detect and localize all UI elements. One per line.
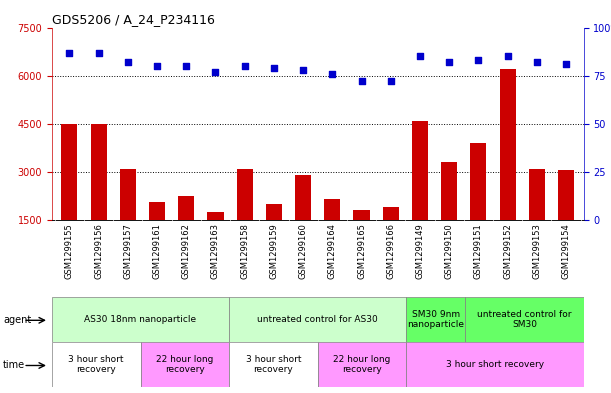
Bar xyxy=(120,169,136,268)
Bar xyxy=(406,342,584,387)
Point xyxy=(152,63,162,69)
Bar xyxy=(90,124,107,268)
Point xyxy=(474,57,483,63)
Point xyxy=(386,78,396,84)
Bar xyxy=(266,204,282,268)
Bar xyxy=(470,143,486,268)
Bar xyxy=(529,169,545,268)
Point xyxy=(211,69,221,75)
Point xyxy=(357,78,367,84)
Point xyxy=(532,59,542,65)
Bar xyxy=(208,212,224,268)
Text: 22 hour long
recovery: 22 hour long recovery xyxy=(334,355,390,374)
Text: AS30 18nm nanoparticle: AS30 18nm nanoparticle xyxy=(84,315,197,324)
Bar xyxy=(406,297,466,342)
Bar xyxy=(62,124,78,268)
Bar xyxy=(229,342,318,387)
Bar xyxy=(295,175,311,268)
Text: 3 hour short
recovery: 3 hour short recovery xyxy=(68,355,124,374)
Point xyxy=(444,59,454,65)
Bar xyxy=(52,342,141,387)
Point xyxy=(93,50,103,56)
Bar xyxy=(229,297,406,342)
Text: 3 hour short
recovery: 3 hour short recovery xyxy=(246,355,301,374)
Point xyxy=(327,71,337,77)
Text: GDS5206 / A_24_P234116: GDS5206 / A_24_P234116 xyxy=(52,13,215,26)
Bar xyxy=(141,342,229,387)
Point xyxy=(123,59,133,65)
Point xyxy=(503,53,513,59)
Bar xyxy=(500,69,516,268)
Bar xyxy=(441,162,457,268)
Bar xyxy=(178,196,194,268)
Text: time: time xyxy=(3,360,25,370)
Text: untreated control for AS30: untreated control for AS30 xyxy=(257,315,378,324)
Point xyxy=(298,67,308,73)
Point xyxy=(269,65,279,71)
Bar xyxy=(412,121,428,268)
Bar xyxy=(52,297,229,342)
Text: 22 hour long
recovery: 22 hour long recovery xyxy=(156,355,213,374)
Bar xyxy=(466,297,584,342)
Bar xyxy=(236,169,253,268)
Bar xyxy=(382,207,399,268)
Bar xyxy=(318,342,406,387)
Point xyxy=(181,63,191,69)
Point xyxy=(240,63,249,69)
Bar xyxy=(324,199,340,268)
Text: agent: agent xyxy=(3,314,31,325)
Bar xyxy=(354,211,370,268)
Point xyxy=(415,53,425,59)
Bar xyxy=(558,170,574,268)
Text: SM30 9nm
nanoparticle: SM30 9nm nanoparticle xyxy=(408,310,464,329)
Bar xyxy=(149,202,165,268)
Text: untreated control for
SM30: untreated control for SM30 xyxy=(477,310,572,329)
Point xyxy=(65,50,75,56)
Point xyxy=(561,61,571,67)
Text: 3 hour short recovery: 3 hour short recovery xyxy=(446,360,544,369)
